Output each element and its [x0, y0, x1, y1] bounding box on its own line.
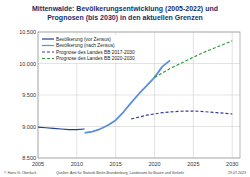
- series-line: [85, 60, 170, 132]
- grid-line: [38, 63, 240, 64]
- x-tick-label: 2030: [226, 161, 238, 167]
- annotation: © Hans G. Oberlack: [4, 171, 36, 175]
- y-tick-label: 10.000: [19, 61, 36, 67]
- x-tick-label: 2025: [187, 161, 199, 167]
- title-line: Mittenwalde: Bevölkerungsentwicklung (20…: [32, 5, 218, 13]
- title-line: Prognosen (bis 2030) in den aktuellen Gr…: [47, 14, 203, 22]
- legend-label: Prognose des Landes BB 2020-2030: [56, 56, 135, 61]
- legend-swatch: [42, 45, 54, 46]
- x-tick-label: 2015: [110, 161, 122, 167]
- y-tick-label: 10.500: [19, 29, 36, 35]
- plot-area: [38, 41, 232, 133]
- series-line: [131, 111, 232, 119]
- annotation: Quellen: Amt für Statistik Berlin-Brande…: [56, 171, 185, 175]
- x-tick-label: 2010: [71, 161, 83, 167]
- legend-swatch: [42, 51, 54, 52]
- grid-line: [154, 32, 155, 158]
- x-tick-label: 2005: [32, 161, 44, 167]
- x-tick-label: 2020: [148, 161, 160, 167]
- legend-label: Bevölkerung (nach Zensus): [56, 43, 115, 48]
- annotation: 29.07.2023: [228, 171, 246, 175]
- y-tick-label: 9.000: [22, 124, 36, 130]
- grid-line: [232, 32, 233, 158]
- legend-swatch: [42, 38, 54, 39]
- series-line: [155, 41, 233, 78]
- chart: Mittenwalde: Bevölkerungsentwicklung (20…: [0, 0, 250, 177]
- background: [0, 0, 250, 177]
- legend-swatch: [42, 58, 54, 59]
- grid-line: [38, 126, 240, 127]
- series-line: [38, 127, 85, 130]
- legend-label: Prognose des Landes BB 2017-2030: [56, 50, 135, 55]
- y-tick-label: 9.500: [22, 92, 36, 98]
- legend-label: Bevölkerung (vor Zensus): [56, 37, 111, 42]
- grid-line: [193, 32, 194, 158]
- plot-frame: [38, 32, 240, 158]
- title: Mittenwalde: Bevölkerungsentwicklung (20…: [32, 5, 218, 22]
